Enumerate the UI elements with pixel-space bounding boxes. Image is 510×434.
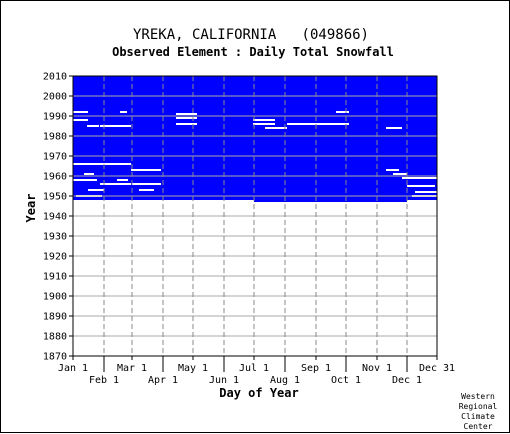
y-tick-label-1960: 1960 — [43, 172, 67, 183]
missing-run-26 — [88, 189, 104, 191]
y-tick-label-2000: 2000 — [43, 92, 67, 103]
credit-line-1: Western — [461, 392, 495, 401]
y-tick-label-1980: 1980 — [43, 132, 67, 143]
credit-line-2: Regional — [459, 402, 498, 411]
y-tick-label-1870: 1870 — [43, 352, 67, 363]
observed-coverage-area — [73, 76, 437, 202]
missing-run-17 — [100, 183, 131, 185]
coverage-segment-3 — [407, 76, 437, 200]
missing-run-5 — [176, 113, 197, 115]
missing-run-21 — [407, 185, 435, 187]
credit-line-3: Climate — [461, 412, 495, 421]
x-tick-label-top-6: Dec 31 — [419, 363, 455, 374]
x-tick-label-top-1: Mar 1 — [117, 363, 147, 374]
missing-run-8 — [253, 119, 275, 121]
coverage-segment-1 — [104, 76, 254, 200]
x-tick-label-top-0: Jan 1 — [58, 363, 88, 374]
x-tick-label-bottom-4: Oct 1 — [331, 375, 361, 386]
missing-run-0 — [73, 111, 88, 113]
y-tick-label-1950: 1950 — [43, 192, 67, 203]
missing-run-19 — [393, 173, 407, 175]
missing-run-29 — [117, 179, 128, 181]
missing-run-12 — [336, 111, 349, 113]
x-tick-label-bottom-2: Jun 1 — [209, 375, 239, 386]
y-tick-label-1880: 1880 — [43, 332, 67, 343]
y-axis-label: Year — [24, 194, 38, 223]
chart-subtitle: Observed Element : Daily Total Snowfall — [112, 45, 394, 59]
y-tick-label-1890: 1890 — [43, 312, 67, 323]
missing-run-1 — [73, 119, 88, 121]
missing-run-7 — [176, 123, 197, 125]
missing-run-15 — [131, 169, 161, 171]
missing-data-runs — [73, 111, 437, 197]
missing-run-22 — [415, 191, 437, 193]
coverage-segment-2 — [254, 76, 407, 202]
missing-run-10 — [265, 127, 287, 129]
y-tick-label-1910: 1910 — [43, 272, 67, 283]
y-tick-label-1930: 1930 — [43, 232, 67, 243]
y-tick-label-1920: 1920 — [43, 252, 67, 263]
missing-run-14 — [73, 163, 131, 165]
x-axis-ticks: Jan 1 Mar 1 May 1 Jul 1 Sep 1 Nov 1 Dec 31 Feb … — [58, 356, 455, 386]
y-tick-label-1940: 1940 — [43, 212, 67, 223]
x-tick-label-top-3: Jul 1 — [239, 363, 269, 374]
chart-title: YREKA, CALIFORNIA (049866) — [133, 27, 369, 43]
x-tick-label-top-2: May 1 — [178, 363, 208, 374]
x-tick-label-bottom-3: Aug 1 — [270, 375, 300, 386]
x-tick-label-top-5: Nov 1 — [362, 363, 392, 374]
y-tick-label-1990: 1990 — [43, 112, 67, 123]
missing-run-25 — [73, 179, 97, 181]
x-tick-label-bottom-5: Dec 1 — [392, 375, 422, 386]
missing-run-24 — [84, 173, 94, 175]
y-tick-label-2010: 2010 — [43, 72, 67, 83]
y-tick-label-1970: 1970 — [43, 152, 67, 163]
x-axis-label: Day of Year — [219, 386, 298, 400]
missing-run-6 — [176, 117, 197, 119]
missing-run-16 — [132, 183, 161, 185]
missing-run-11 — [287, 123, 349, 125]
missing-run-18 — [386, 169, 399, 171]
x-tick-label-bottom-1: Apr 1 — [148, 375, 178, 386]
missing-run-2 — [87, 125, 99, 127]
missing-run-28 — [139, 189, 154, 191]
wrcc-credit: Western Regional Climate Center — [459, 392, 498, 431]
missing-run-20 — [402, 177, 437, 179]
x-tick-label-bottom-0: Feb 1 — [89, 375, 119, 386]
missing-run-3 — [100, 125, 131, 127]
credit-line-4: Center — [464, 422, 493, 431]
missing-run-9 — [253, 123, 275, 125]
x-tick-label-top-4: Sep 1 — [301, 363, 331, 374]
y-axis-ticks: 2010 2000 1990 1980 1970 1960 1950 1940 1930 1920… — [43, 72, 73, 363]
coverage-segment-0 — [73, 76, 104, 200]
missing-run-4 — [120, 111, 127, 113]
y-tick-label-1900: 1900 — [43, 292, 67, 303]
missing-run-13 — [386, 127, 402, 129]
